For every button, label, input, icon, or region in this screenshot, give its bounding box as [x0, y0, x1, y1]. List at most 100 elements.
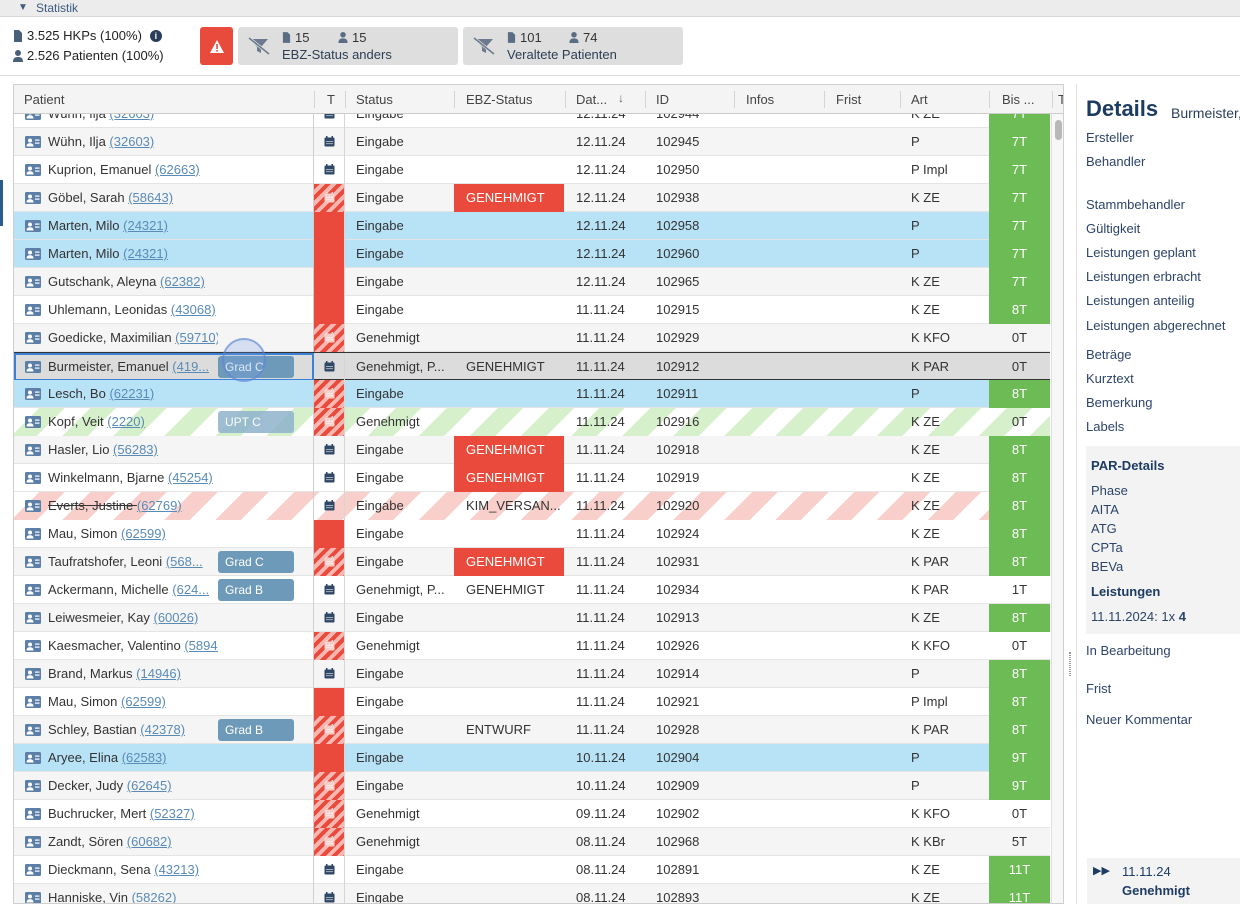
table-row[interactable]: Leiwesmeier, Kay (60026) Eingabe 11.11.24 1… — [14, 604, 1050, 632]
col-separator[interactable] — [345, 91, 346, 108]
patient-id-link[interactable]: (62599) — [120, 526, 166, 541]
statistik-header[interactable]: ▼ Statistik — [0, 0, 1240, 17]
patient-id-link[interactable]: (60682) — [126, 834, 172, 849]
detail-leistungen-erbracht[interactable]: Leistungen erbracht — [1086, 269, 1201, 284]
patient-name[interactable]: Wühn, Ilja (32603) — [48, 114, 154, 128]
type-cell[interactable] — [314, 856, 345, 884]
type-cell[interactable] — [314, 548, 345, 576]
patient-cell[interactable]: Decker, Judy (62645) — [14, 772, 314, 800]
patient-id-link[interactable]: (62769) — [136, 498, 182, 513]
detail-in-bearbeitung[interactable]: In Bearbeitung — [1086, 643, 1171, 658]
table-row[interactable]: Göbel, Sarah (58643) Eingabe GENEHMIGT 12.1… — [14, 184, 1050, 212]
patient-name[interactable]: Taufratshofer, Leoni (568... — [48, 548, 203, 576]
patient-name[interactable]: Schley, Bastian (42378) — [48, 716, 185, 744]
patient-cell[interactable]: Schley, Bastian (42378) Grad B — [14, 716, 314, 744]
detail-neuer-kommentar[interactable]: Neuer Kommentar — [1086, 712, 1193, 727]
chevron-down-icon[interactable]: ▼ — [18, 2, 28, 13]
type-cell[interactable] — [314, 744, 345, 772]
fast-forward-icon[interactable]: ▶▶ — [1093, 865, 1110, 877]
detail-leistungen-anteilig[interactable]: Leistungen anteilig — [1086, 293, 1195, 308]
splitter-grip[interactable] — [1069, 652, 1071, 676]
par-atg[interactable]: ATG — [1091, 521, 1117, 536]
patient-id-link[interactable]: (32603) — [109, 134, 155, 149]
patient-cell[interactable]: Wühn, Ilja (32603) — [14, 128, 314, 156]
table-row[interactable]: Kopf, Veit (2220) UPT C Genehmigt 11.11.24 1… — [14, 408, 1050, 436]
grade-badge[interactable]: Grad C — [218, 551, 294, 573]
patient-name[interactable]: Burmeister, Emanuel (419... — [48, 353, 209, 381]
patient-name[interactable]: Decker, Judy (62645) — [48, 772, 172, 800]
patient-cell[interactable]: Lesch, Bo (62231) — [14, 380, 314, 408]
patient-id-link[interactable]: (45254) — [167, 470, 213, 485]
patient-name[interactable]: Kaesmacher, Valentino (58943) — [48, 632, 218, 660]
detail-gueltigkeit[interactable]: Gültigkeit — [1086, 221, 1141, 236]
table-row[interactable]: Dieckmann, Sena (43213) Eingabe 08.11.24 10… — [14, 856, 1050, 884]
type-cell[interactable] — [314, 520, 345, 548]
type-cell[interactable] — [314, 464, 345, 492]
patient-id-link[interactable]: (59710) — [175, 330, 218, 345]
patient-id-link[interactable]: (62382) — [160, 274, 205, 289]
col-t[interactable]: T — [327, 92, 335, 107]
patient-cell[interactable]: Buchrucker, Mert (52327) — [14, 800, 314, 828]
patient-cell[interactable]: Zandt, Sören (60682) — [14, 828, 314, 856]
table-row[interactable]: Goedicke, Maximilian (59710) Genehmigt 11.… — [14, 324, 1050, 352]
table-row[interactable]: Kaesmacher, Valentino (58943) Genehmigt 11… — [14, 632, 1050, 660]
grade-badge[interactable]: UPT C — [218, 411, 294, 433]
col-infos[interactable]: Infos — [746, 92, 775, 107]
col-separator[interactable] — [314, 91, 315, 108]
patient-id-link[interactable]: (58643) — [128, 190, 174, 205]
patient-name[interactable]: Goedicke, Maximilian (59710) — [48, 324, 218, 352]
detail-kurztext[interactable]: Kurztext — [1086, 371, 1134, 386]
table-row[interactable]: Aryee, Elina (62583) Eingabe 10.11.24 10290… — [14, 744, 1050, 772]
patient-name[interactable]: Marten, Milo (24321) — [48, 212, 168, 240]
type-cell[interactable] — [314, 353, 345, 381]
patient-name[interactable]: Kopf, Veit (2220) — [48, 408, 145, 436]
table-row[interactable]: Gutschank, Aleyna (62382) Eingabe 12.11.24… — [14, 268, 1050, 296]
table-row[interactable]: Wühn, Ilja (32603) Eingabe 12.11.24 102944 K… — [14, 114, 1050, 128]
patient-id-link[interactable]: (624... — [172, 582, 210, 597]
par-aita[interactable]: AITA — [1091, 502, 1119, 517]
patient-name[interactable]: Buchrucker, Mert (52327) — [48, 800, 195, 828]
table-row[interactable]: Wühn, Ilja (32603) Eingabe 12.11.24 102945 P… — [14, 128, 1050, 156]
table-row[interactable]: Hasler, Lio (56283) Eingabe GENEHMIGT 11.11… — [14, 436, 1050, 464]
type-cell[interactable] — [314, 492, 345, 520]
patient-cell[interactable]: Gutschank, Aleyna (62382) — [14, 268, 314, 296]
patient-name[interactable]: Marten, Milo (24321) — [48, 240, 168, 268]
patient-id-link[interactable]: (42378) — [140, 722, 186, 737]
type-cell[interactable] — [314, 660, 345, 688]
patient-id-link[interactable]: (32603) — [109, 114, 154, 121]
table-row[interactable]: Marten, Milo (24321) Eingabe 12.11.24 10295… — [14, 212, 1050, 240]
patient-name[interactable]: Hanniske, Vin (58262) — [48, 884, 177, 904]
detail-betraege[interactable]: Beträge — [1086, 347, 1132, 362]
col-separator[interactable] — [900, 91, 901, 108]
patient-name[interactable]: Zandt, Sören (60682) — [48, 828, 172, 856]
patient-id-link[interactable]: (58262) — [131, 890, 177, 904]
patient-id-link[interactable]: (568... — [165, 554, 203, 569]
patient-cell[interactable]: Hasler, Lio (56283) — [14, 436, 314, 464]
col-separator[interactable] — [989, 91, 990, 108]
patient-name[interactable]: Gutschank, Aleyna (62382) — [48, 268, 205, 296]
type-cell[interactable] — [314, 184, 345, 212]
vertical-scrollbar[interactable] — [1051, 114, 1063, 903]
patient-id-link[interactable]: (419... — [172, 359, 210, 374]
patient-cell[interactable]: Aryee, Elina (62583) — [14, 744, 314, 772]
patient-id-link[interactable]: (62645) — [126, 778, 172, 793]
patient-id-link[interactable]: (43068) — [170, 302, 216, 317]
patient-cell[interactable]: Everts, Justine (62769) — [14, 492, 314, 520]
patient-cell[interactable]: Ackermann, Michelle (624... Grad B — [14, 576, 314, 604]
type-cell[interactable] — [314, 212, 345, 240]
grade-badge[interactable]: Grad B — [218, 719, 294, 741]
info-icon[interactable]: i — [149, 29, 162, 42]
patient-name[interactable]: Ackermann, Michelle (624... — [48, 576, 209, 604]
patient-name[interactable]: Dieckmann, Sena (43213) — [48, 856, 199, 884]
detail-bemerkung[interactable]: Bemerkung — [1086, 395, 1153, 410]
grade-badge[interactable]: Grad C — [218, 356, 294, 378]
table-row[interactable]: Brand, Markus (14946) Eingabe 11.11.24 1029… — [14, 660, 1050, 688]
col-separator[interactable] — [1052, 91, 1053, 108]
detail-ersteller[interactable]: Ersteller — [1086, 130, 1134, 145]
patient-cell[interactable]: Burmeister, Emanuel (419... Grad C — [14, 353, 314, 381]
patient-id-link[interactable]: (24321) — [123, 218, 168, 233]
col-date[interactable]: Dat... — [576, 92, 608, 107]
type-cell[interactable] — [314, 296, 345, 324]
sort-desc-icon[interactable]: ↓ — [618, 91, 624, 105]
filter-veraltete[interactable]: 101 74 Veraltete Patienten — [463, 27, 683, 65]
